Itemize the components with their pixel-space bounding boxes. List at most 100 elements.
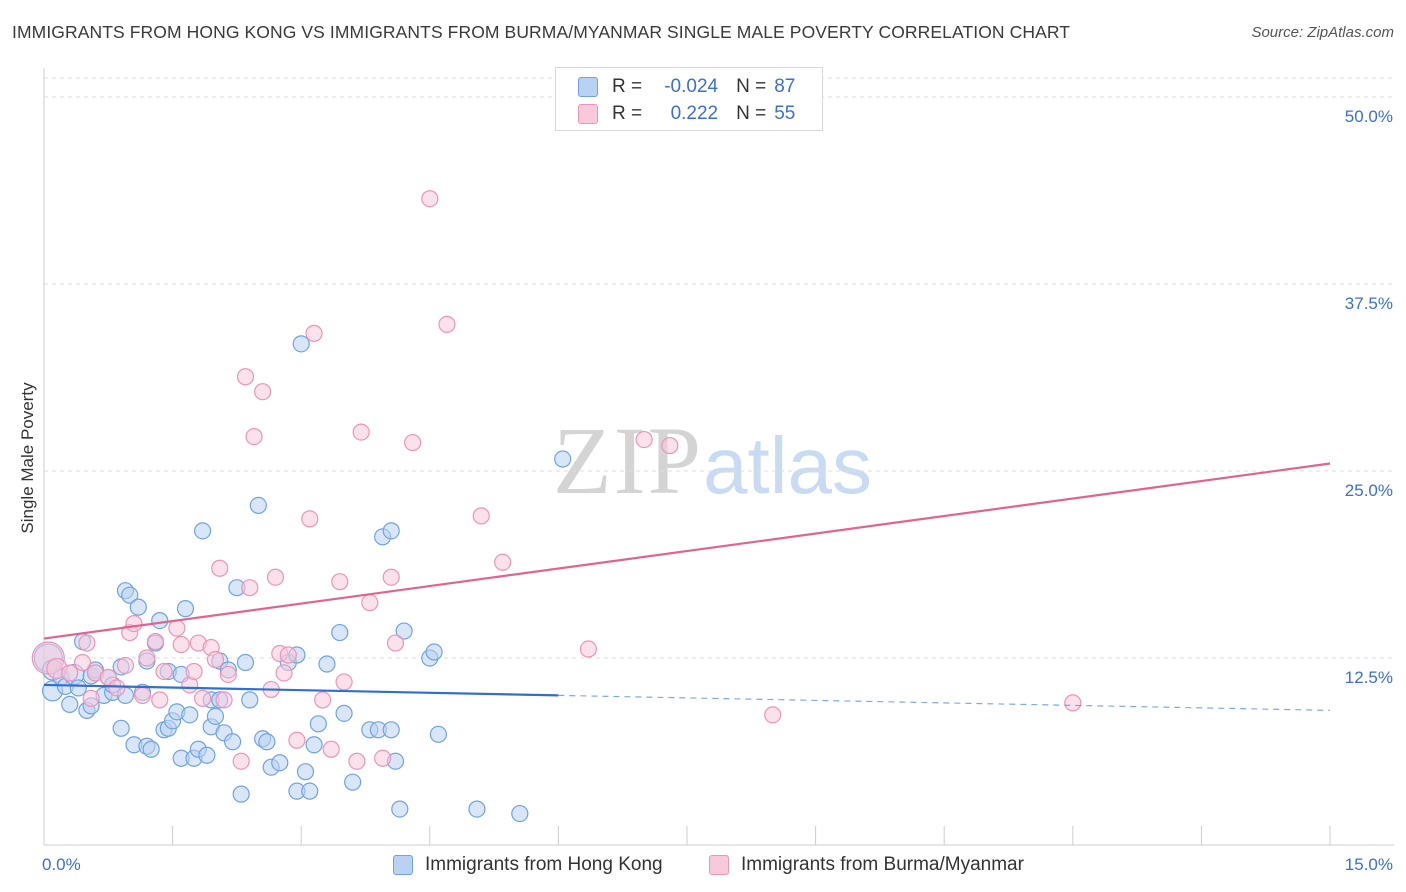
y-tick-label: 50.0% xyxy=(1345,107,1393,126)
point-burma xyxy=(236,368,255,386)
point-burma xyxy=(245,427,263,446)
point-hong-kong xyxy=(241,691,259,709)
point-hong-kong xyxy=(395,622,413,640)
point-burma xyxy=(172,635,190,654)
legend-row-hong-kong: R = -0.024 N = 87 xyxy=(578,74,795,100)
point-burma xyxy=(206,650,225,669)
point-hong-kong xyxy=(112,719,130,737)
bottom-legend-hong-kong: Immigrants from Hong Kong xyxy=(393,852,663,878)
point-hong-kong xyxy=(249,496,267,515)
y-tick-label: 37.5% xyxy=(1345,294,1393,313)
point-burma xyxy=(438,315,456,333)
point-hong-kong xyxy=(382,522,400,540)
point-hong-kong xyxy=(382,721,400,739)
point-hong-kong xyxy=(206,707,225,725)
point-hong-kong xyxy=(468,800,486,818)
point-burma xyxy=(305,324,323,342)
point-burma xyxy=(73,653,92,672)
point-burma xyxy=(219,665,237,684)
trend-line-burma xyxy=(43,462,1331,640)
point-hong-kong xyxy=(151,611,169,630)
watermark-atlas: atlas xyxy=(703,421,872,510)
point-burma xyxy=(266,568,285,586)
chart-title: IMMIGRANTS FROM HONG KONG VS IMMIGRANTS … xyxy=(12,22,1071,42)
legend-n-value: 87 xyxy=(774,76,796,97)
point-hong-kong xyxy=(391,800,409,818)
legend-r-value: 0.222 xyxy=(670,103,719,124)
point-hong-kong xyxy=(296,763,315,781)
point-burma xyxy=(314,691,332,709)
point-hong-kong xyxy=(429,725,447,743)
point-burma xyxy=(764,706,782,724)
legend-r-label: R = xyxy=(612,103,643,124)
point-burma xyxy=(211,559,229,577)
point-hong-kong xyxy=(232,785,250,803)
bottom-legend-label: Immigrants from Burma/Myanmar xyxy=(741,854,1024,875)
y-tick-label: 12.5% xyxy=(1345,668,1393,687)
point-burma xyxy=(254,383,272,401)
x-tick-label-min: 0.0% xyxy=(42,855,81,874)
legend-row-burma: R = 0.222 N = 55 xyxy=(578,101,795,127)
point-hong-kong xyxy=(331,623,349,642)
point-burma xyxy=(322,740,340,758)
point-hong-kong xyxy=(554,450,572,468)
legend-n-label: N = xyxy=(736,103,767,124)
point-burma xyxy=(82,689,100,707)
point-hong-kong xyxy=(301,782,319,800)
legend-r-label: R = xyxy=(612,76,643,97)
source-credit: Source: ZipAtlas.com xyxy=(1251,24,1394,41)
point-hong-kong xyxy=(69,679,87,697)
trend-extension-hong-kong xyxy=(558,694,1331,711)
point-hong-kong xyxy=(511,804,529,823)
point-burma xyxy=(125,614,143,633)
point-hong-kong xyxy=(292,335,310,353)
legend-n-value: 55 xyxy=(774,103,796,124)
point-burma xyxy=(215,691,233,709)
y-axis-label: Single Male Poverty xyxy=(18,382,37,534)
point-burma xyxy=(348,752,366,770)
point-burma xyxy=(404,433,422,452)
point-burma xyxy=(138,649,156,667)
bottom-legend-swatch-pink xyxy=(709,855,729,875)
point-burma xyxy=(635,430,653,449)
x-tick-label-max: 15.0% xyxy=(1345,855,1393,874)
bottom-legend-swatch-blue xyxy=(393,855,413,875)
point-hong-kong xyxy=(176,600,195,618)
point-burma xyxy=(279,646,297,664)
y-tick-label: 25.0% xyxy=(1345,481,1393,500)
point-burma xyxy=(241,579,259,597)
point-burma xyxy=(185,662,203,681)
point-hong-kong xyxy=(258,733,276,751)
point-hong-kong xyxy=(318,655,336,673)
point-burma xyxy=(661,436,679,455)
point-burma xyxy=(275,664,293,682)
point-burma xyxy=(133,686,152,705)
point-burma xyxy=(361,594,379,612)
point-hong-kong xyxy=(129,598,147,616)
point-hong-kong xyxy=(236,653,255,672)
point-burma xyxy=(352,423,370,441)
bottom-legend-burma: Immigrants from Burma/Myanmar xyxy=(709,852,1024,878)
point-burma xyxy=(386,634,405,652)
point-burma xyxy=(494,553,512,571)
point-hong-kong xyxy=(224,733,242,751)
point-burma xyxy=(472,507,490,525)
watermark: ZIPatlas xyxy=(553,405,872,516)
point-burma xyxy=(194,689,212,707)
point-hong-kong xyxy=(344,773,362,791)
legend-r-value: -0.024 xyxy=(664,76,719,97)
point-hong-kong xyxy=(335,704,353,722)
bottom-legend-label: Immigrants from Hong Kong xyxy=(425,854,663,875)
point-burma xyxy=(146,632,165,651)
point-burma xyxy=(288,731,306,749)
trend-line-hong-kong xyxy=(43,683,559,697)
point-burma xyxy=(155,662,173,681)
point-hong-kong xyxy=(121,586,139,604)
point-hong-kong xyxy=(305,736,323,754)
point-burma xyxy=(421,190,439,208)
point-burma xyxy=(374,749,392,767)
point-hong-kong xyxy=(198,746,216,764)
point-burma xyxy=(579,640,598,658)
point-hong-kong xyxy=(142,740,160,758)
